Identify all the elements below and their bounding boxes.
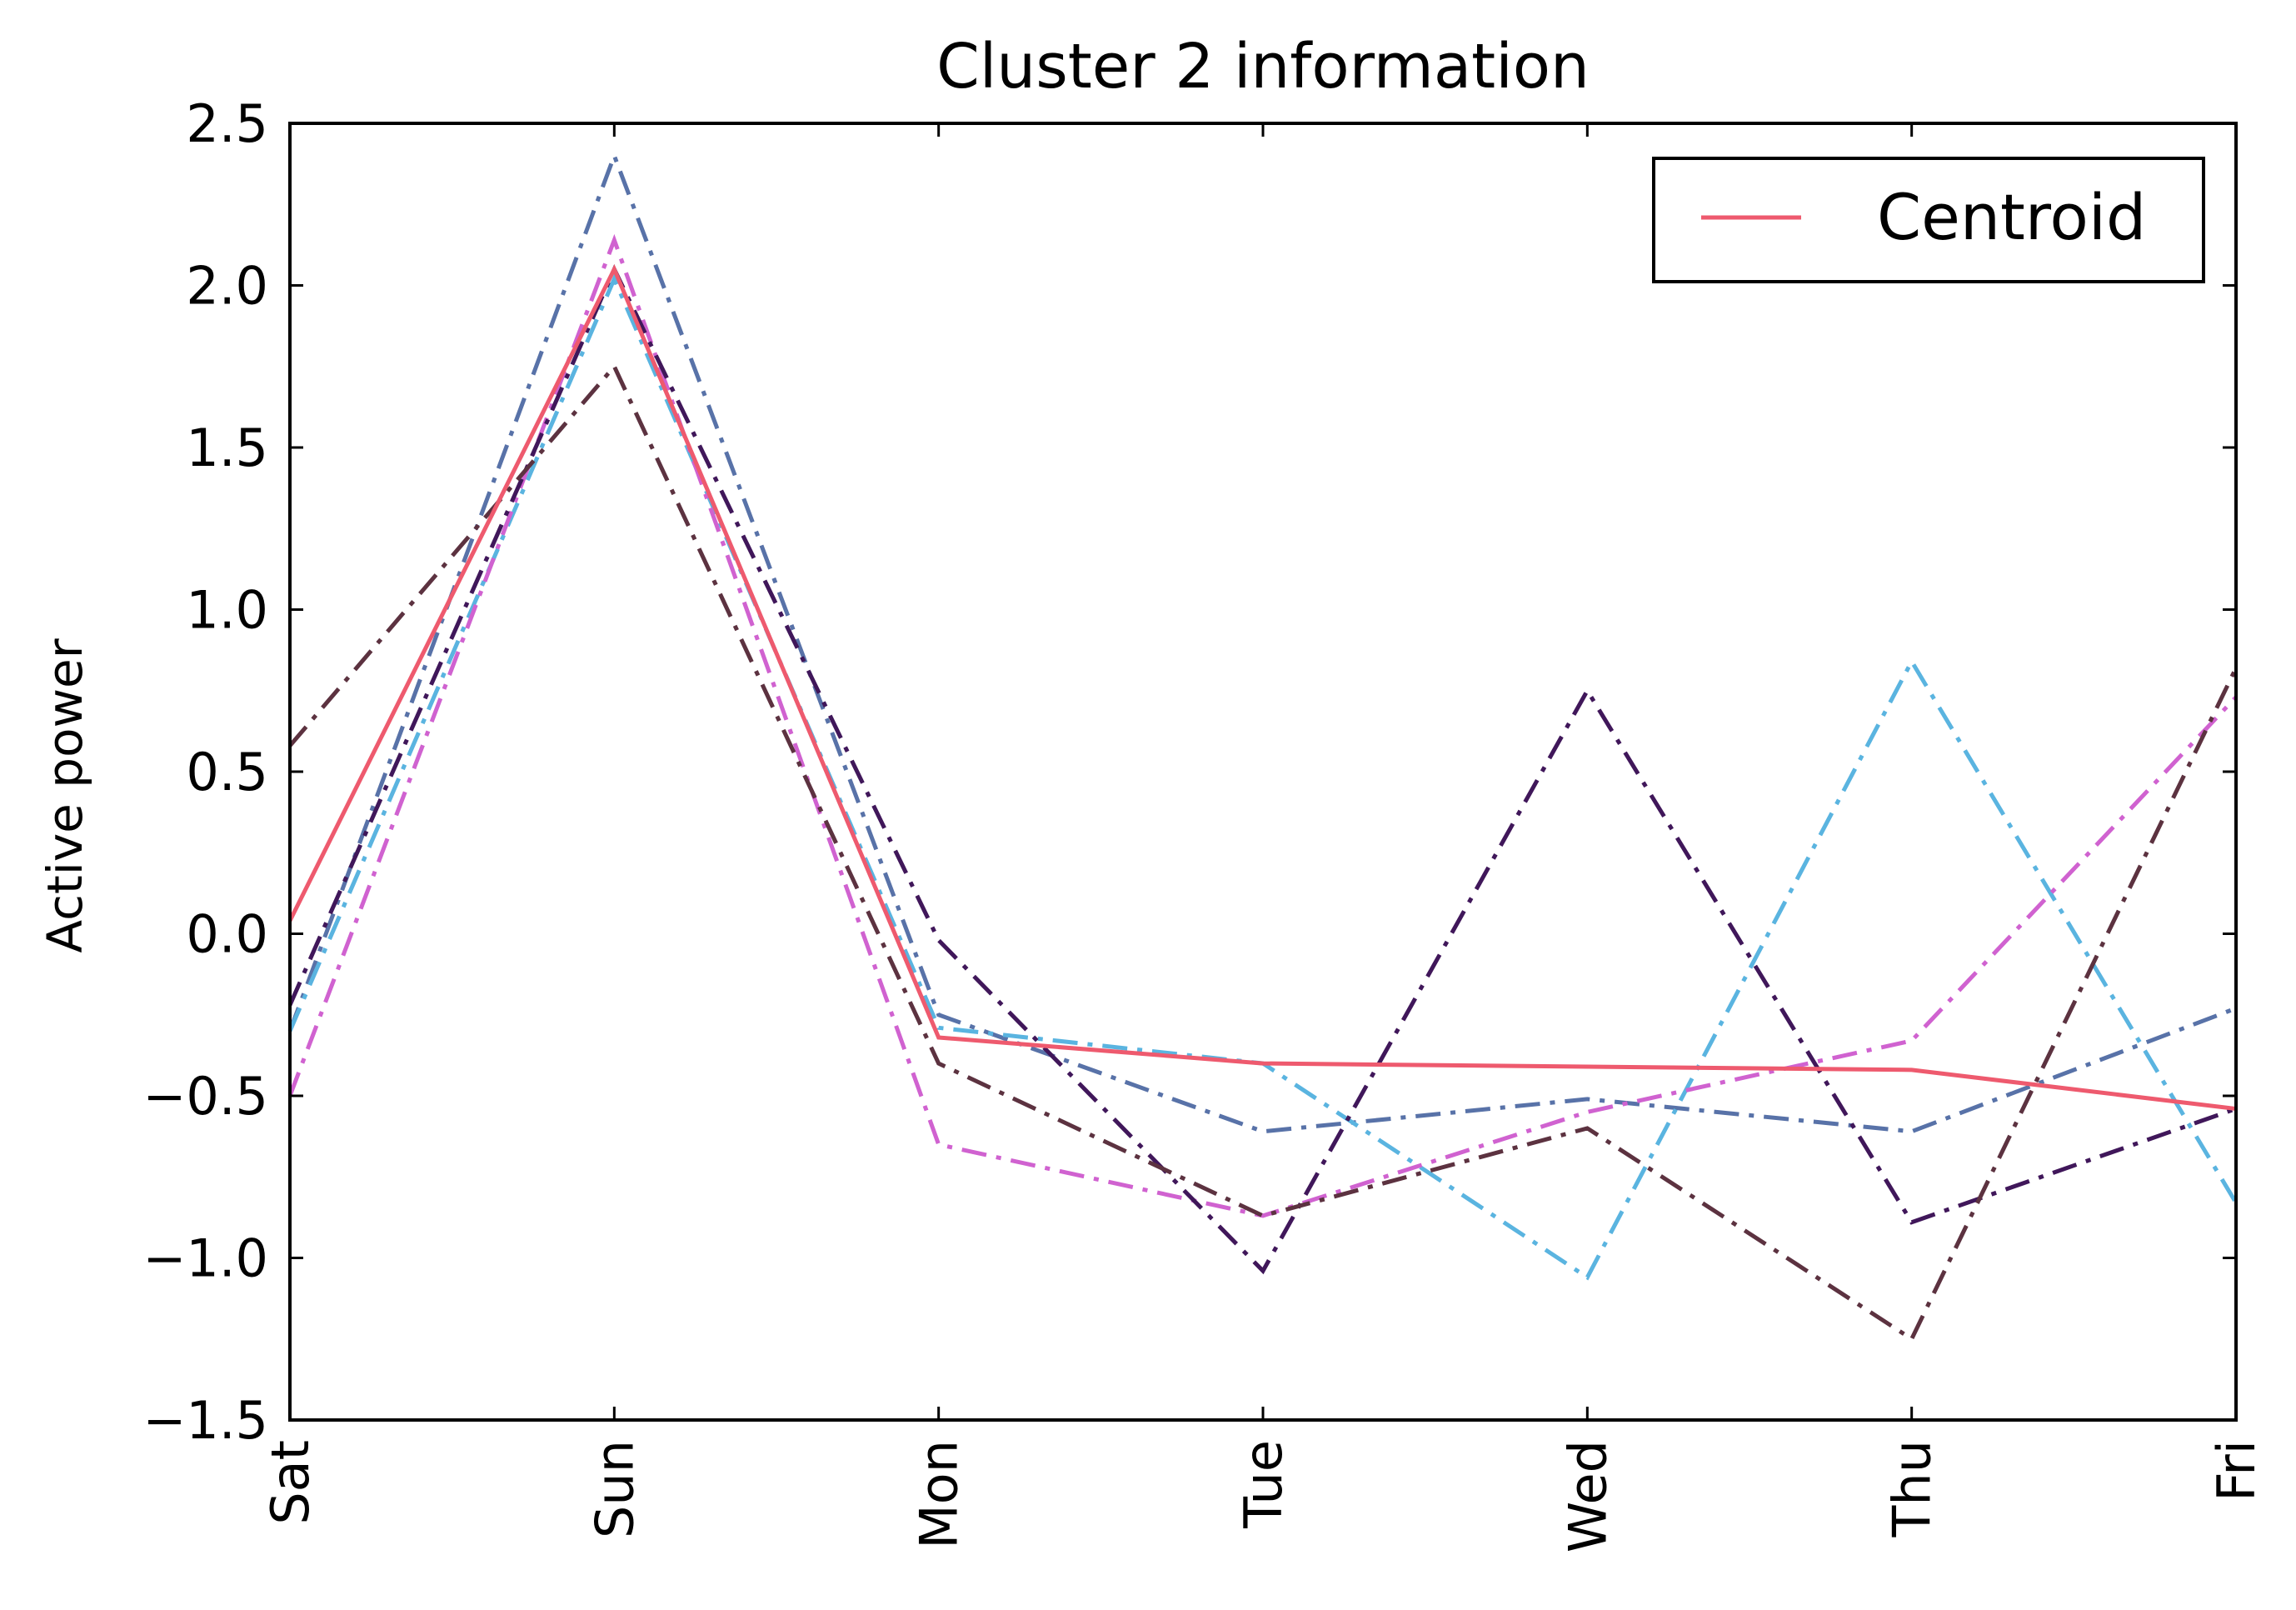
y-tick-label: −1.0	[142, 1228, 268, 1289]
legend-label-centroid: Centroid	[1877, 180, 2146, 254]
x-tick-label: Thu	[1882, 1440, 1943, 1538]
legend: Centroid	[1652, 157, 2205, 283]
y-axis-label: Active power	[37, 638, 93, 952]
series-lines	[287, 149, 2239, 1342]
y-tick-label: 2.5	[186, 93, 268, 154]
series-line-2	[287, 273, 2239, 1281]
y-tick-label: −1.5	[142, 1390, 268, 1451]
x-tick-label: Sun	[584, 1440, 645, 1538]
y-tick-label: −0.5	[142, 1066, 268, 1127]
series-line-4	[287, 264, 2237, 1275]
x-tick-label: Fri	[2206, 1440, 2267, 1502]
x-tick-label: Wed	[1557, 1440, 1618, 1552]
y-tick-label: 1.0	[186, 580, 268, 641]
y-tick-label: 1.5	[186, 418, 268, 478]
y-tick-label: 0.0	[186, 904, 268, 965]
y-tick-label: 2.0	[186, 256, 268, 317]
x-tick-labels: Sat Sun Mon Tue Wed Thu Fri	[260, 1440, 2267, 1552]
chart-title: Cluster 2 information	[936, 31, 1590, 102]
y-tick-labels: 2.5 2.0 1.5 1.0 0.5 0.0 −0.5 −1.0 −1.5	[142, 93, 268, 1451]
plot-frame	[288, 122, 2238, 1422]
legend-box	[1652, 157, 2205, 283]
series-line-centroid	[287, 264, 2237, 1112]
x-tick-label: Mon	[909, 1440, 970, 1549]
series-line-3	[287, 233, 2238, 1218]
series-line-5	[288, 362, 2239, 1342]
x-tick-label: Sat	[260, 1440, 321, 1525]
x-tick-label: Tue	[1233, 1440, 1294, 1529]
y-tick-label: 0.5	[186, 742, 268, 802]
axis-ticks	[288, 122, 2238, 1422]
series-line-1	[287, 149, 2237, 1134]
